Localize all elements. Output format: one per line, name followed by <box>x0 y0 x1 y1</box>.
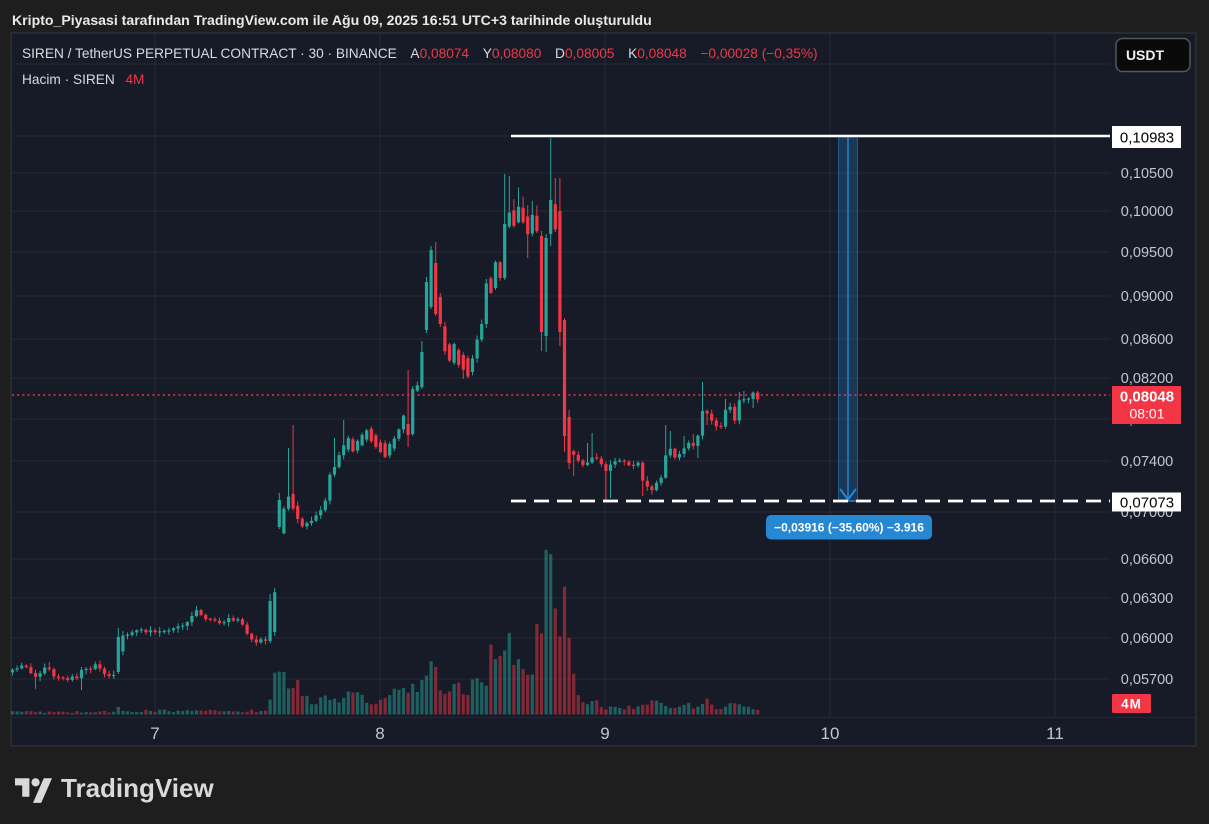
svg-text:0,08600: 0,08600 <box>1121 332 1173 348</box>
svg-text:4M: 4M <box>1121 697 1142 712</box>
svg-text:0,10983: 0,10983 <box>1120 130 1174 147</box>
svg-text:Hacim · SIREN 4M: Hacim · SIREN 4M <box>22 72 144 87</box>
svg-text:0,09500: 0,09500 <box>1121 245 1173 261</box>
svg-text:9: 9 <box>600 724 609 743</box>
svg-text:0,09000: 0,09000 <box>1121 289 1173 305</box>
svg-text:USDT: USDT <box>1126 47 1165 63</box>
svg-text:0,07400: 0,07400 <box>1121 454 1173 470</box>
svg-text:0,06300: 0,06300 <box>1121 591 1173 607</box>
svg-text:0,08200: 0,08200 <box>1121 371 1173 387</box>
svg-text:0,05700: 0,05700 <box>1121 672 1173 688</box>
svg-text:11: 11 <box>1046 724 1064 743</box>
svg-text:−0,03916 (−35,60%) −3.916: −0,03916 (−35,60%) −3.916 <box>774 521 924 535</box>
svg-text:SIREN / TetherUS PERPETUAL CON: SIREN / TetherUS PERPETUAL CONTRACT · 30… <box>22 46 818 61</box>
svg-text:0,06600: 0,06600 <box>1121 552 1173 568</box>
svg-text:08:01: 08:01 <box>1129 406 1164 422</box>
svg-text:0,10500: 0,10500 <box>1121 166 1173 182</box>
svg-text:0,07073: 0,07073 <box>1120 495 1174 512</box>
svg-text:0,10000: 0,10000 <box>1121 204 1173 220</box>
svg-text:10: 10 <box>821 724 840 743</box>
svg-text:0,06000: 0,06000 <box>1121 631 1173 647</box>
svg-text:7: 7 <box>150 724 159 743</box>
svg-text:8: 8 <box>375 724 384 743</box>
svg-text:0,08048: 0,08048 <box>1120 389 1174 406</box>
